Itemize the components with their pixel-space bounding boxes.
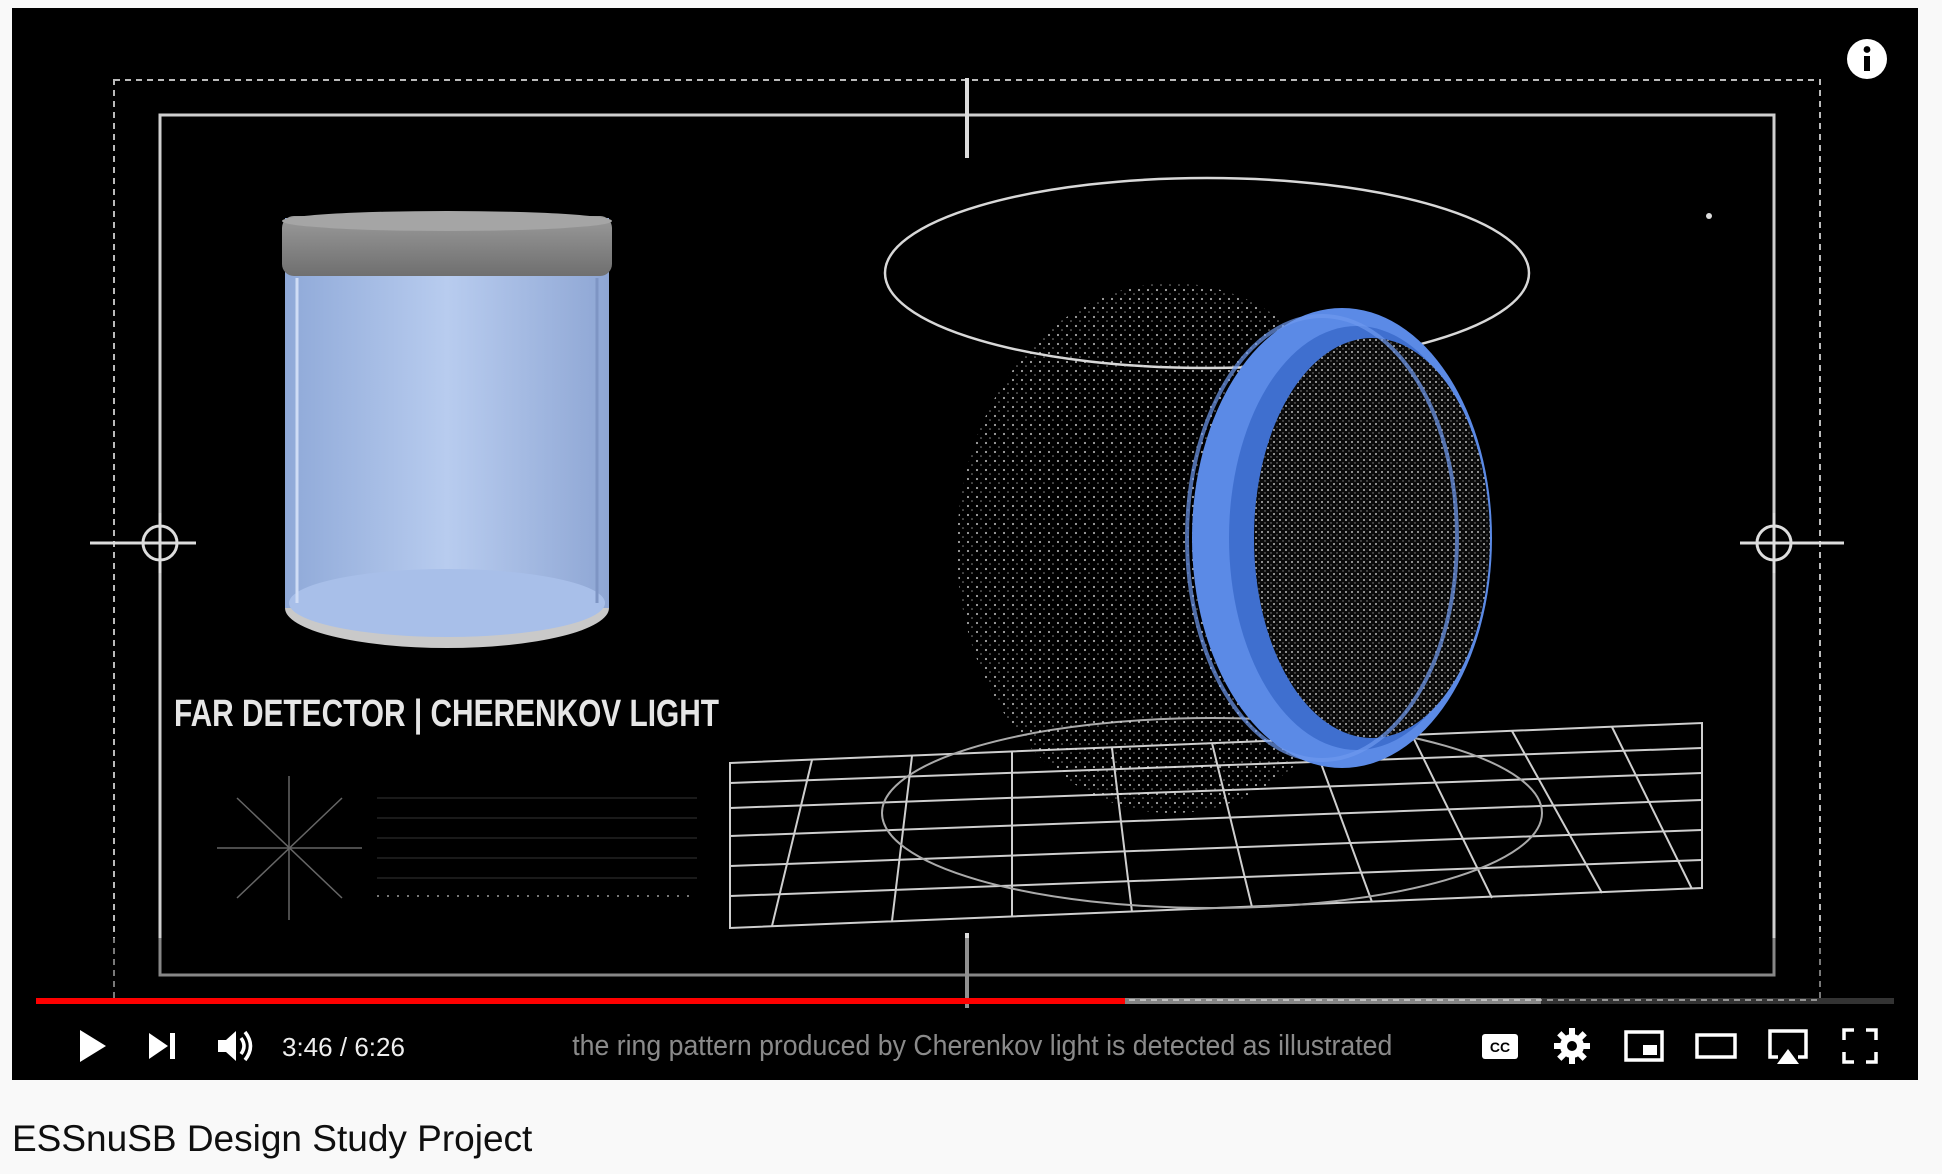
time-display: 3:46 / 6:26 bbox=[282, 1032, 405, 1063]
info-icon bbox=[1847, 39, 1887, 79]
next-icon bbox=[149, 1033, 175, 1059]
overlay-title: FAR DETECTOR | CHERENKOV LIGHT bbox=[174, 693, 719, 735]
player-controls: 3:46 / 6:26 CC bbox=[12, 1010, 1918, 1080]
duration: 6:26 bbox=[354, 1032, 405, 1062]
progress-bar[interactable] bbox=[36, 998, 1894, 1004]
cc-icon: CC bbox=[1482, 1034, 1518, 1059]
far-detector-tank bbox=[282, 211, 612, 648]
svg-text:CC: CC bbox=[1490, 1039, 1510, 1055]
play-button[interactable] bbox=[62, 1018, 118, 1074]
gear-icon bbox=[1554, 1028, 1590, 1064]
video-frame[interactable]: FAR DETECTOR | CHERENKOV LIGHT bbox=[12, 8, 1918, 1008]
miniplayer-icon bbox=[1624, 1030, 1664, 1062]
settings-button[interactable] bbox=[1544, 1018, 1600, 1074]
video-player[interactable]: FAR DETECTOR | CHERENKOV LIGHT bbox=[12, 8, 1918, 1080]
volume-icon bbox=[218, 1030, 253, 1062]
play-icon bbox=[80, 1030, 106, 1062]
airplay-icon bbox=[1768, 1029, 1808, 1064]
airplay-button[interactable] bbox=[1760, 1018, 1816, 1074]
subtitle-caption: the ring pattern produced by Cherenkov l… bbox=[572, 1030, 1393, 1062]
captions-button[interactable]: CC bbox=[1472, 1018, 1528, 1074]
video-title: ESSnuSB Design Study Project bbox=[12, 1118, 533, 1159]
fullscreen-button[interactable] bbox=[1832, 1018, 1888, 1074]
next-button[interactable] bbox=[134, 1018, 190, 1074]
miniplayer-button[interactable] bbox=[1616, 1018, 1672, 1074]
floor-grid bbox=[729, 717, 1703, 930]
info-button[interactable] bbox=[1846, 38, 1888, 80]
theater-mode-button[interactable] bbox=[1688, 1018, 1744, 1074]
theater-icon bbox=[1695, 1033, 1737, 1059]
volume-button[interactable] bbox=[208, 1018, 264, 1074]
fullscreen-icon bbox=[1842, 1028, 1878, 1064]
hud-star-graphic bbox=[217, 776, 362, 920]
crosshair-left bbox=[90, 513, 196, 573]
time-separator: / bbox=[339, 1032, 348, 1062]
cherenkov-sphere bbox=[957, 283, 1492, 813]
progress-played bbox=[36, 998, 1125, 1004]
current-time: 3:46 bbox=[282, 1032, 333, 1062]
crosshair-right bbox=[1740, 513, 1844, 573]
hud-bar-graph bbox=[377, 797, 697, 897]
